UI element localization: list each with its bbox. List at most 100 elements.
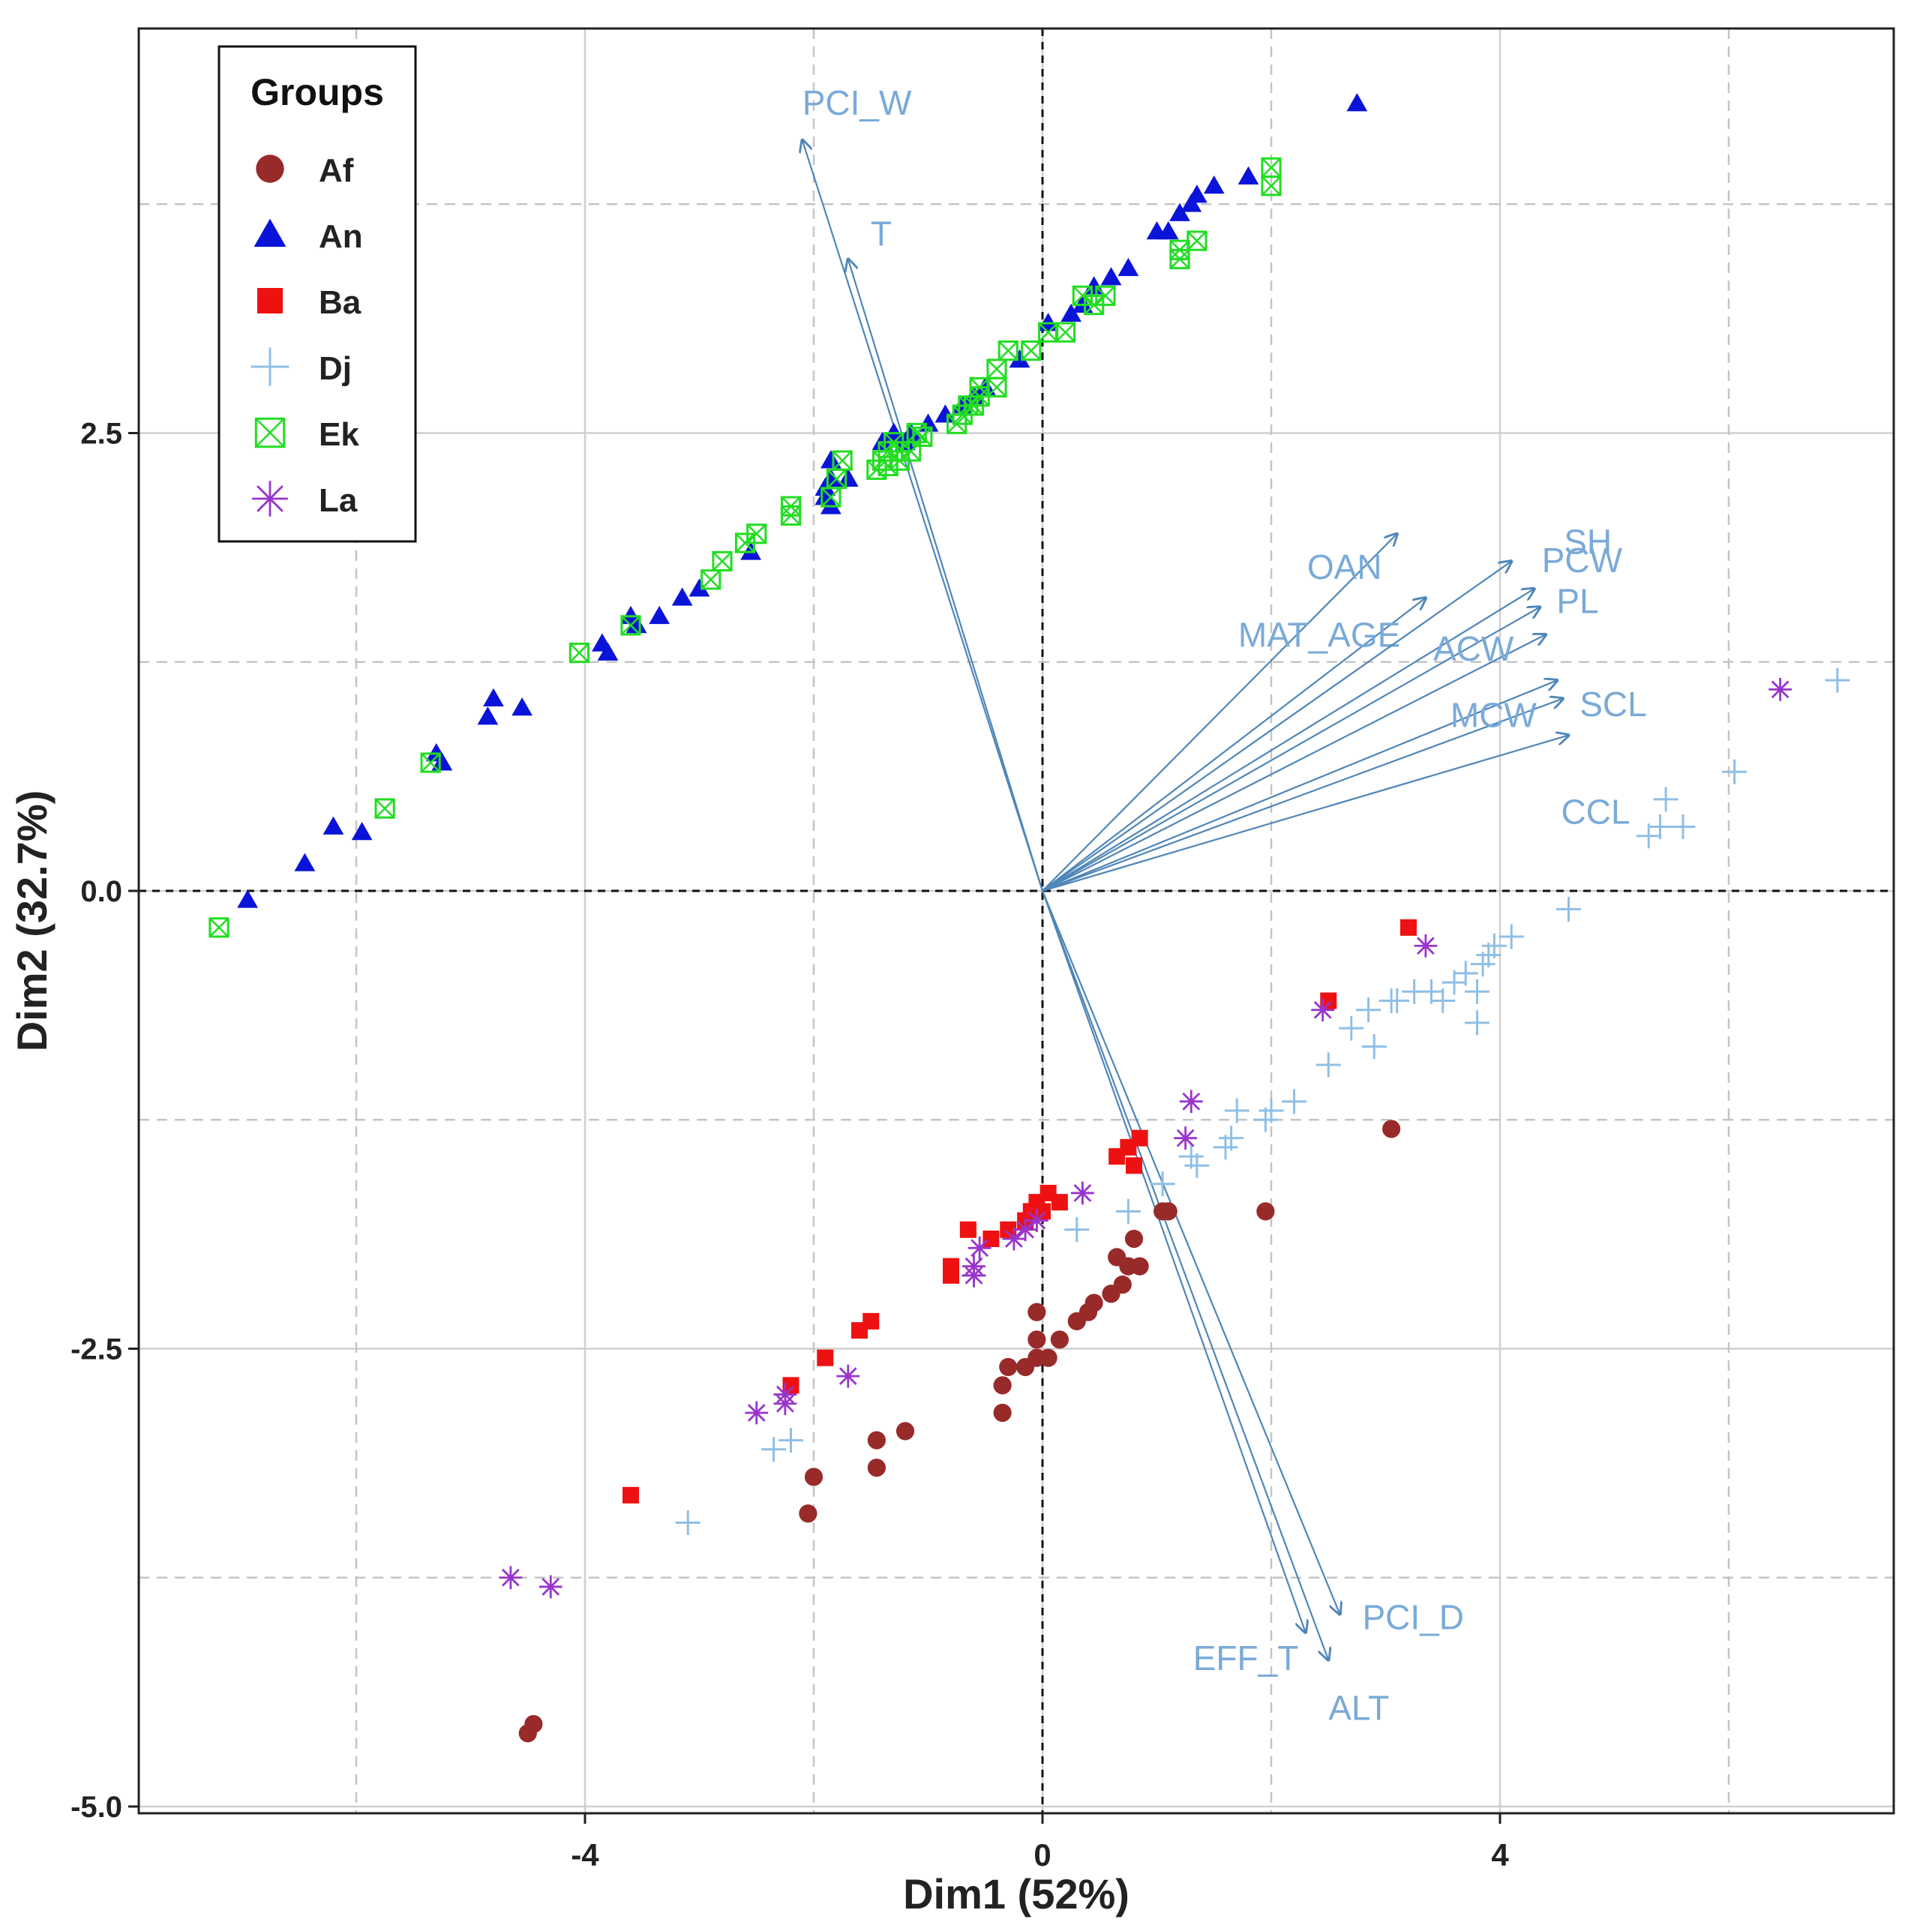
arrow-alt (1041, 890, 1328, 1660)
point-dj (1224, 1098, 1250, 1123)
point-an (837, 468, 859, 487)
point-la-ray (970, 1239, 989, 1258)
point-ek (889, 441, 910, 462)
arrow-pci-d (1041, 890, 1340, 1615)
point-la-ray (776, 1394, 794, 1413)
point-la-ray (1176, 1129, 1195, 1147)
var-label-scl: SCL (1580, 685, 1646, 724)
point-af (867, 1459, 886, 1477)
point-an (322, 816, 344, 835)
point-ek (826, 468, 848, 490)
point-ek-box (1095, 285, 1116, 306)
point-ek-box (1261, 157, 1282, 178)
point-dj (1356, 997, 1382, 1023)
point-af (1382, 1120, 1401, 1138)
point-ba (817, 1349, 834, 1366)
series-af (518, 1120, 1401, 1743)
point-ek-d2 (735, 533, 755, 553)
point-la (1013, 1218, 1037, 1242)
y-axis-title: Dim2 (32.7%) (8, 790, 56, 1052)
arrow-mcw (1042, 699, 1563, 892)
point-ek-d2 (1262, 175, 1281, 196)
point-an (597, 642, 619, 661)
point-la (1002, 1227, 1026, 1251)
point-dj (1670, 814, 1696, 840)
point-ba (1051, 1194, 1068, 1211)
point-an (820, 450, 842, 469)
point-an (649, 605, 670, 625)
point-dj (675, 1510, 700, 1535)
point-an (1203, 175, 1225, 194)
point-la (1414, 934, 1438, 958)
point-la (962, 1264, 986, 1288)
point-ek-d2 (970, 377, 990, 397)
point-an (872, 431, 893, 451)
arrow-oan (1042, 534, 1397, 892)
point-ek (374, 798, 395, 819)
point-ek-d2 (820, 487, 841, 507)
point-dj (1150, 1171, 1175, 1197)
point-dj (1064, 1217, 1090, 1243)
point-dj (1282, 1089, 1306, 1114)
point-dj (1115, 1198, 1141, 1224)
point-af (1084, 1294, 1103, 1312)
legend-label-ek: Ek (319, 416, 359, 453)
var-label-mcw: MCW (1450, 696, 1538, 735)
var-label-pci-w: PCI_W (802, 83, 912, 122)
point-ek (1169, 248, 1190, 270)
arrow-acw (1042, 634, 1546, 892)
arrow-scl (1042, 680, 1557, 892)
point-ek-box (620, 615, 641, 636)
point-ek-d2 (746, 523, 766, 544)
point-ek-d2 (832, 451, 853, 471)
point-la-ray (1004, 1230, 1023, 1248)
var-label-oan: OAN (1307, 547, 1382, 586)
series-la (499, 677, 1792, 1599)
point-ek-box (420, 752, 441, 773)
point-an (895, 431, 916, 451)
point-af (1039, 1348, 1058, 1367)
point-ek-box (700, 569, 722, 590)
point-ba (1034, 1203, 1051, 1220)
point-an (814, 477, 836, 496)
point-la-ray (1771, 680, 1790, 699)
point-la (538, 1575, 562, 1599)
point-af (1113, 1275, 1132, 1294)
point-af (1050, 1330, 1069, 1349)
point-la-ray (1416, 937, 1435, 955)
point-ek-d2 (1170, 249, 1190, 269)
legend-marker-ba (257, 288, 283, 313)
point-dj (1258, 1098, 1284, 1123)
point-ek-box (712, 550, 733, 572)
legend-label-la: La (319, 482, 358, 519)
point-ek-d2 (621, 615, 640, 635)
point-dj (1648, 814, 1672, 840)
point-ek-d2 (987, 377, 1006, 397)
arrow-mat-age (1042, 598, 1426, 892)
point-ek-d2 (1072, 286, 1093, 306)
point-an (626, 615, 647, 634)
point-la (836, 1364, 860, 1388)
point-an (671, 587, 693, 606)
y-tick-label: 2.5 (80, 418, 122, 451)
point-ba (943, 1258, 959, 1275)
var-label-alt: ALT (1328, 1689, 1389, 1728)
point-dj (1481, 933, 1507, 958)
point-an (1118, 257, 1139, 277)
legend-label-dj: Dj (319, 350, 352, 387)
y-tick-label: -2.5 (70, 1333, 122, 1366)
legend-marker-ek-box (254, 417, 286, 448)
point-ek-d2 (958, 395, 978, 415)
point-dj (1384, 988, 1410, 1014)
point-dj (1430, 988, 1456, 1014)
point-af (896, 1422, 915, 1441)
var-label-sh: SH (1564, 522, 1612, 561)
point-an (1009, 349, 1030, 368)
point-la (968, 1236, 992, 1260)
y-tick-label: -5.0 (70, 1791, 122, 1824)
point-ek-d2 (421, 753, 441, 773)
point-an (900, 422, 922, 441)
point-an (483, 688, 504, 706)
